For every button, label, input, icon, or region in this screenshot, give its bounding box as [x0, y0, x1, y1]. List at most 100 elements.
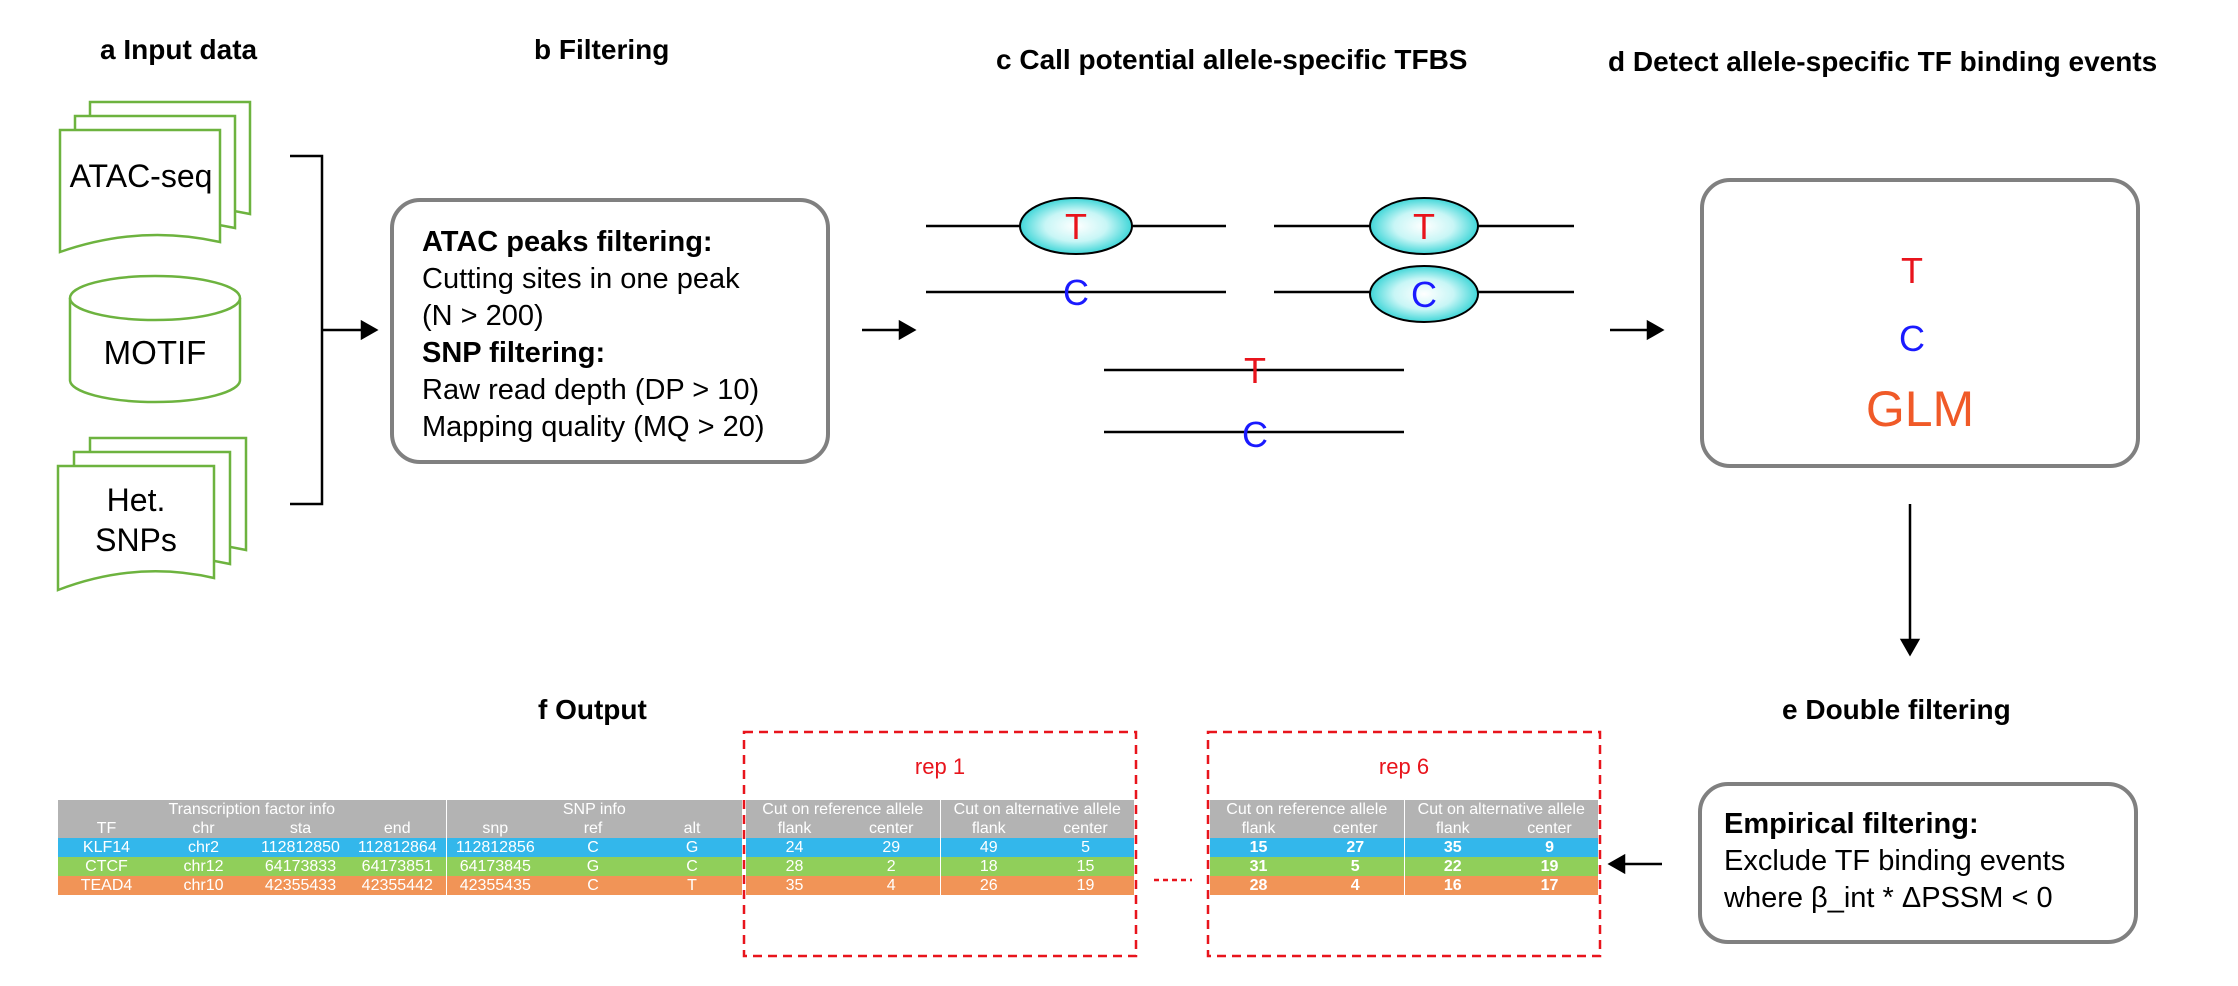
cell: 112812850 — [252, 838, 349, 857]
rep1-group-cut-alt: Cut on alternative allele — [940, 800, 1135, 819]
glm-box — [1700, 178, 2140, 468]
table-row: TEAD4 chr10 42355433 42355442 42355435 C… — [58, 876, 743, 895]
cell: 15 — [1037, 857, 1135, 876]
col-header-snp: snp — [446, 819, 545, 838]
cell: KLF14 — [58, 838, 155, 857]
het-snps-document-icon — [56, 436, 248, 592]
cell: 64173833 — [252, 857, 349, 876]
cell: CTCF — [58, 857, 155, 876]
allele-ref-right: T — [1413, 206, 1435, 247]
cell: 5 — [1307, 857, 1405, 876]
atac-peaks-filtering-heading: ATAC peaks filtering: — [422, 226, 713, 258]
het-snps-label-line1: Het. — [106, 482, 166, 518]
cell: 35 — [1404, 838, 1502, 857]
rep6-col-flank-ref: flank — [1210, 819, 1307, 838]
cell: C — [544, 876, 643, 895]
allele-alt-glm: C — [1899, 318, 1925, 359]
arrow-a-to-b — [322, 319, 379, 341]
cell: 35 — [746, 876, 843, 895]
rep1-col-flank-ref: flank — [746, 819, 843, 838]
cell: TEAD4 — [58, 876, 155, 895]
motif-label: MOTIF — [103, 334, 207, 371]
col-header-alt: alt — [642, 819, 743, 838]
cell: 18 — [940, 857, 1038, 876]
rep1-col-center-ref: center — [843, 819, 941, 838]
cell: 5 — [1037, 838, 1135, 857]
rep6-col-center-alt: center — [1501, 819, 1599, 838]
double-filter-line-2: where β_int * ΔPSSM < 0 — [1724, 882, 2053, 914]
arrow-d-to-e — [1899, 504, 1921, 657]
table-row: 24 29 49 5 — [746, 838, 1135, 857]
rep1-col-flank-alt: flank — [940, 819, 1038, 838]
col-header-chr: chr — [155, 819, 252, 838]
table-row: 28 2 18 15 — [746, 857, 1135, 876]
cell: chr2 — [155, 838, 252, 857]
section-f-title: f Output — [538, 694, 647, 725]
cell: G — [544, 857, 643, 876]
rep6-dashed-box — [1206, 730, 1602, 958]
arrow-c-to-d — [1610, 319, 1665, 341]
rep1-col-center-alt: center — [1037, 819, 1135, 838]
section-d-title: d Detect allele-specific TF binding even… — [1608, 46, 2158, 77]
cell: 16 — [1404, 876, 1502, 895]
cell: 4 — [1307, 876, 1405, 895]
table-row: 15 27 35 9 — [1210, 838, 1599, 857]
allele-alt-bottom: C — [1242, 414, 1268, 455]
cell: 26 — [940, 876, 1038, 895]
cell: 9 — [1501, 838, 1599, 857]
cell: 29 — [843, 838, 941, 857]
col-header-ref: ref — [544, 819, 643, 838]
filter-line-1: Cutting sites in one peak — [422, 263, 740, 295]
rep1-cut-table: Cut on reference allele Cut on alternati… — [746, 800, 1135, 895]
atac-seq-label: ATAC-seq — [69, 158, 213, 194]
output-info-table: Transcription factor info SNP info TF ch… — [58, 800, 743, 895]
tf-ellipse-left-ref — [1019, 197, 1133, 255]
motif-database-icon — [68, 274, 242, 404]
cell: 31 — [1210, 857, 1307, 876]
allele-ref-bottom: T — [1244, 350, 1266, 391]
table-row: 35 4 26 19 — [746, 876, 1135, 895]
allele-alt-right: C — [1411, 274, 1437, 315]
group-header-snp-info: SNP info — [446, 800, 743, 819]
filter-line-2: (N > 200) — [422, 300, 544, 332]
cell: 4 — [843, 876, 941, 895]
rep6-group-cut-ref: Cut on reference allele — [1210, 800, 1405, 819]
section-e-title: e Double filtering — [1782, 694, 2011, 725]
allele-alt-left: C — [1063, 272, 1089, 313]
rep6-group-cut-alt: Cut on alternative allele — [1404, 800, 1599, 819]
col-header-sta: sta — [252, 819, 349, 838]
empirical-filtering-heading: Empirical filtering: — [1724, 808, 1979, 840]
rep6-col-center-ref: center — [1307, 819, 1405, 838]
double-filter-line-1: Exclude TF binding events — [1724, 845, 2066, 877]
filter-line-4: Mapping quality (MQ > 20) — [422, 411, 765, 443]
section-c-title: c Call potential allele-specific TFBS — [996, 44, 1468, 75]
filter-line-3: Raw read depth (DP > 10) — [422, 374, 760, 406]
table-row: 31 5 22 19 — [1210, 857, 1599, 876]
allele-diagram-bottom — [1104, 368, 1404, 434]
allele-ref-glm: T — [1901, 250, 1923, 291]
atac-seq-document-icon — [58, 100, 252, 254]
cell: 49 — [940, 838, 1038, 857]
rep1-label: rep 1 — [914, 754, 966, 779]
cell: 24 — [746, 838, 843, 857]
tf-ellipse-right-ref — [1369, 197, 1479, 255]
table-row: CTCF chr12 64173833 64173851 64173845 G … — [58, 857, 743, 876]
cell: 64173851 — [349, 857, 447, 876]
glm-label: GLM — [1865, 381, 1975, 437]
snp-filtering-heading: SNP filtering: — [422, 337, 606, 369]
double-filtering-box: Empirical filtering: Exclude TF binding … — [1698, 782, 2138, 944]
arrow-e-to-f — [1607, 853, 1662, 875]
rep1-dashed-box — [742, 730, 1138, 958]
cell: chr12 — [155, 857, 252, 876]
cell: G — [642, 838, 743, 857]
arrow-b-to-c — [862, 319, 917, 341]
cell: 19 — [1501, 857, 1599, 876]
cell: C — [544, 838, 643, 857]
cell: 42355433 — [252, 876, 349, 895]
rep6-col-flank-alt: flank — [1404, 819, 1502, 838]
col-header-tf: TF — [58, 819, 155, 838]
rep6-label: rep 6 — [1378, 754, 1430, 779]
table-row: KLF14 chr2 112812850 112812864 112812856… — [58, 838, 743, 857]
cell: 64173845 — [446, 857, 545, 876]
